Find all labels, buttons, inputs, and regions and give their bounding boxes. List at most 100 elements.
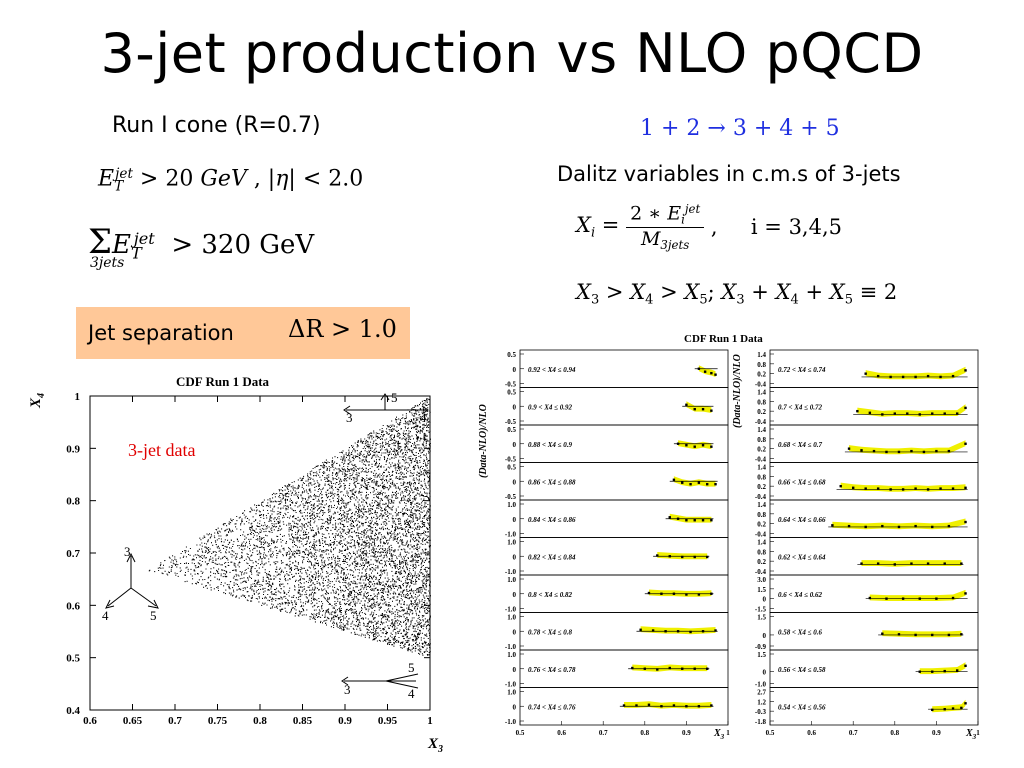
data-point [647, 703, 651, 706]
data-point [676, 630, 680, 633]
y-tick-label: -0.5 [505, 381, 517, 389]
data-point [706, 555, 709, 559]
panel-frame [769, 687, 979, 726]
panel-label: 0.86 < X4 ≤ 0.88 [528, 478, 576, 486]
panel-label: 0.92 < X4 ≤ 0.94 [528, 366, 576, 374]
data-point [856, 409, 859, 413]
data-point [889, 488, 892, 491]
y-tick-label: 0 [513, 403, 517, 411]
x-tick-label: 0.6 [83, 715, 97, 727]
data-point [918, 670, 921, 673]
data-point [697, 593, 701, 596]
data-point [960, 706, 963, 710]
y-tick-label: 1.4 [757, 351, 766, 359]
scatter-point-cloud [148, 398, 431, 656]
y-tick-label: -0.4 [755, 456, 767, 464]
uncertainty-band [624, 701, 712, 709]
panel-label: 0.62 < X4 ≤ 0.64 [778, 553, 826, 561]
data-point [681, 481, 684, 484]
x-ordering-formula: X3 > X4 > X5; X3 + X4 + X5 ≡ 2 [576, 280, 898, 308]
data-point [701, 444, 705, 447]
panel-label: 0.82 < X4 ≤ 0.84 [528, 553, 576, 561]
y-tick-label: 0.8 [757, 548, 766, 556]
data-point [706, 667, 709, 670]
y-tick-label: 0.8 [757, 436, 766, 444]
data-point [635, 704, 638, 707]
y-tick-label: 3.0 [757, 576, 766, 584]
data-point [901, 488, 905, 491]
data-point [947, 633, 951, 637]
y-tick-label: 1.5 [757, 614, 766, 622]
panel-label: 0.88 < X4 ≤ 0.9 [528, 441, 572, 449]
y-tick-label: 0.2 [757, 446, 766, 454]
x-tick-label: 0.85 [293, 715, 313, 727]
y-tick-label: 0.8 [757, 398, 766, 406]
data-point [681, 667, 684, 670]
data-point [672, 478, 676, 481]
data-point [660, 705, 663, 708]
data-point [964, 406, 967, 410]
residual-panel: 1.0 0 -1.0 0.74 < X4 ≤ 0.76 [505, 687, 729, 726]
data-point [943, 669, 946, 673]
jet-separation-cut: ΔR > 1.0 [288, 315, 397, 343]
data-point [876, 374, 880, 378]
residual-panel: 0.5 0 -0.5 0.88 < X4 ≤ 0.9 [505, 424, 729, 464]
y-tick-label: 0.5 [507, 389, 516, 397]
data-point [710, 592, 713, 595]
panel-label: 0.76 < X4 ≤ 0.78 [528, 666, 576, 674]
jet-separation-label: Jet separation [88, 321, 234, 345]
data-point [881, 413, 884, 416]
y-tick-label: 0.4 [66, 705, 80, 717]
panel-label: 0.64 < X4 ≤ 0.66 [778, 516, 826, 524]
y-tick-label: -0.5 [505, 456, 517, 464]
residual-panel: 1.4 0.8 0.2 -0.4 0.64 < X4 ≤ 0.66 [755, 499, 979, 539]
data-point [918, 597, 921, 600]
data-point [951, 487, 955, 490]
data-point [910, 562, 913, 565]
data-point [631, 666, 634, 670]
dalitz-scatter-chart: CDF Run 1 Data 0.6 0.65 0.7 0.75 0.8 0.85 0.9 0… [28, 374, 443, 755]
y-axis-label-right: (Data-NLO)/NLO [732, 354, 743, 428]
y-tick-label: 1.4 [757, 426, 766, 434]
residual-panel: 1.0 0 -1.0 0.8 < X4 ≤ 0.82 [505, 574, 729, 614]
data-point [897, 450, 901, 454]
y-tick-label: -1.0 [505, 718, 517, 726]
data-point [685, 593, 688, 596]
data-point [960, 562, 963, 565]
x-tick-label: 0.75 [208, 715, 228, 727]
panel-label: 0.54 < X4 ≤ 0.56 [778, 703, 826, 711]
data-point [914, 487, 917, 490]
y-tick-label: -0.4 [755, 568, 767, 576]
data-point [885, 450, 888, 454]
y-tick-label: -1.0 [505, 643, 517, 651]
data-point [668, 666, 671, 670]
data-point [943, 562, 946, 565]
y-tick-label: 1.0 [507, 501, 516, 509]
data-point [643, 667, 646, 670]
x-tick-label: 1 [976, 729, 980, 737]
data-point [697, 367, 701, 370]
y-tick-label: -1.5 [755, 606, 767, 614]
data-point [939, 487, 942, 490]
x-axis-label-right: X3 [965, 728, 977, 741]
x-tick-label: 0.65 [123, 715, 143, 727]
data-point [918, 413, 921, 416]
data-point [964, 592, 967, 595]
data-point [914, 524, 917, 528]
data-point [889, 375, 892, 379]
data-point [714, 373, 717, 376]
panel-label: 0.84 < X4 ≤ 0.86 [528, 516, 576, 524]
y-tick-label: 0.5 [507, 464, 516, 472]
run-cone-label: Run I cone (R=0.7) [112, 113, 321, 138]
y-tick-label: 1.0 [507, 614, 516, 622]
panel-label: 0.8 < X4 ≤ 0.82 [528, 591, 572, 599]
data-point [956, 669, 959, 672]
et-cut-formula: ETjet > 20 GeV , |η| < 2.0 [98, 166, 364, 195]
y-tick-label: 0.2 [757, 521, 766, 529]
data-point [656, 554, 659, 557]
data-annotation: 3-jet data [128, 440, 195, 460]
data-point [703, 370, 707, 373]
uncertainty-band [869, 589, 966, 601]
y-tick-label: -0.5 [505, 418, 517, 426]
y-tick-label: 1.0 [507, 576, 516, 584]
